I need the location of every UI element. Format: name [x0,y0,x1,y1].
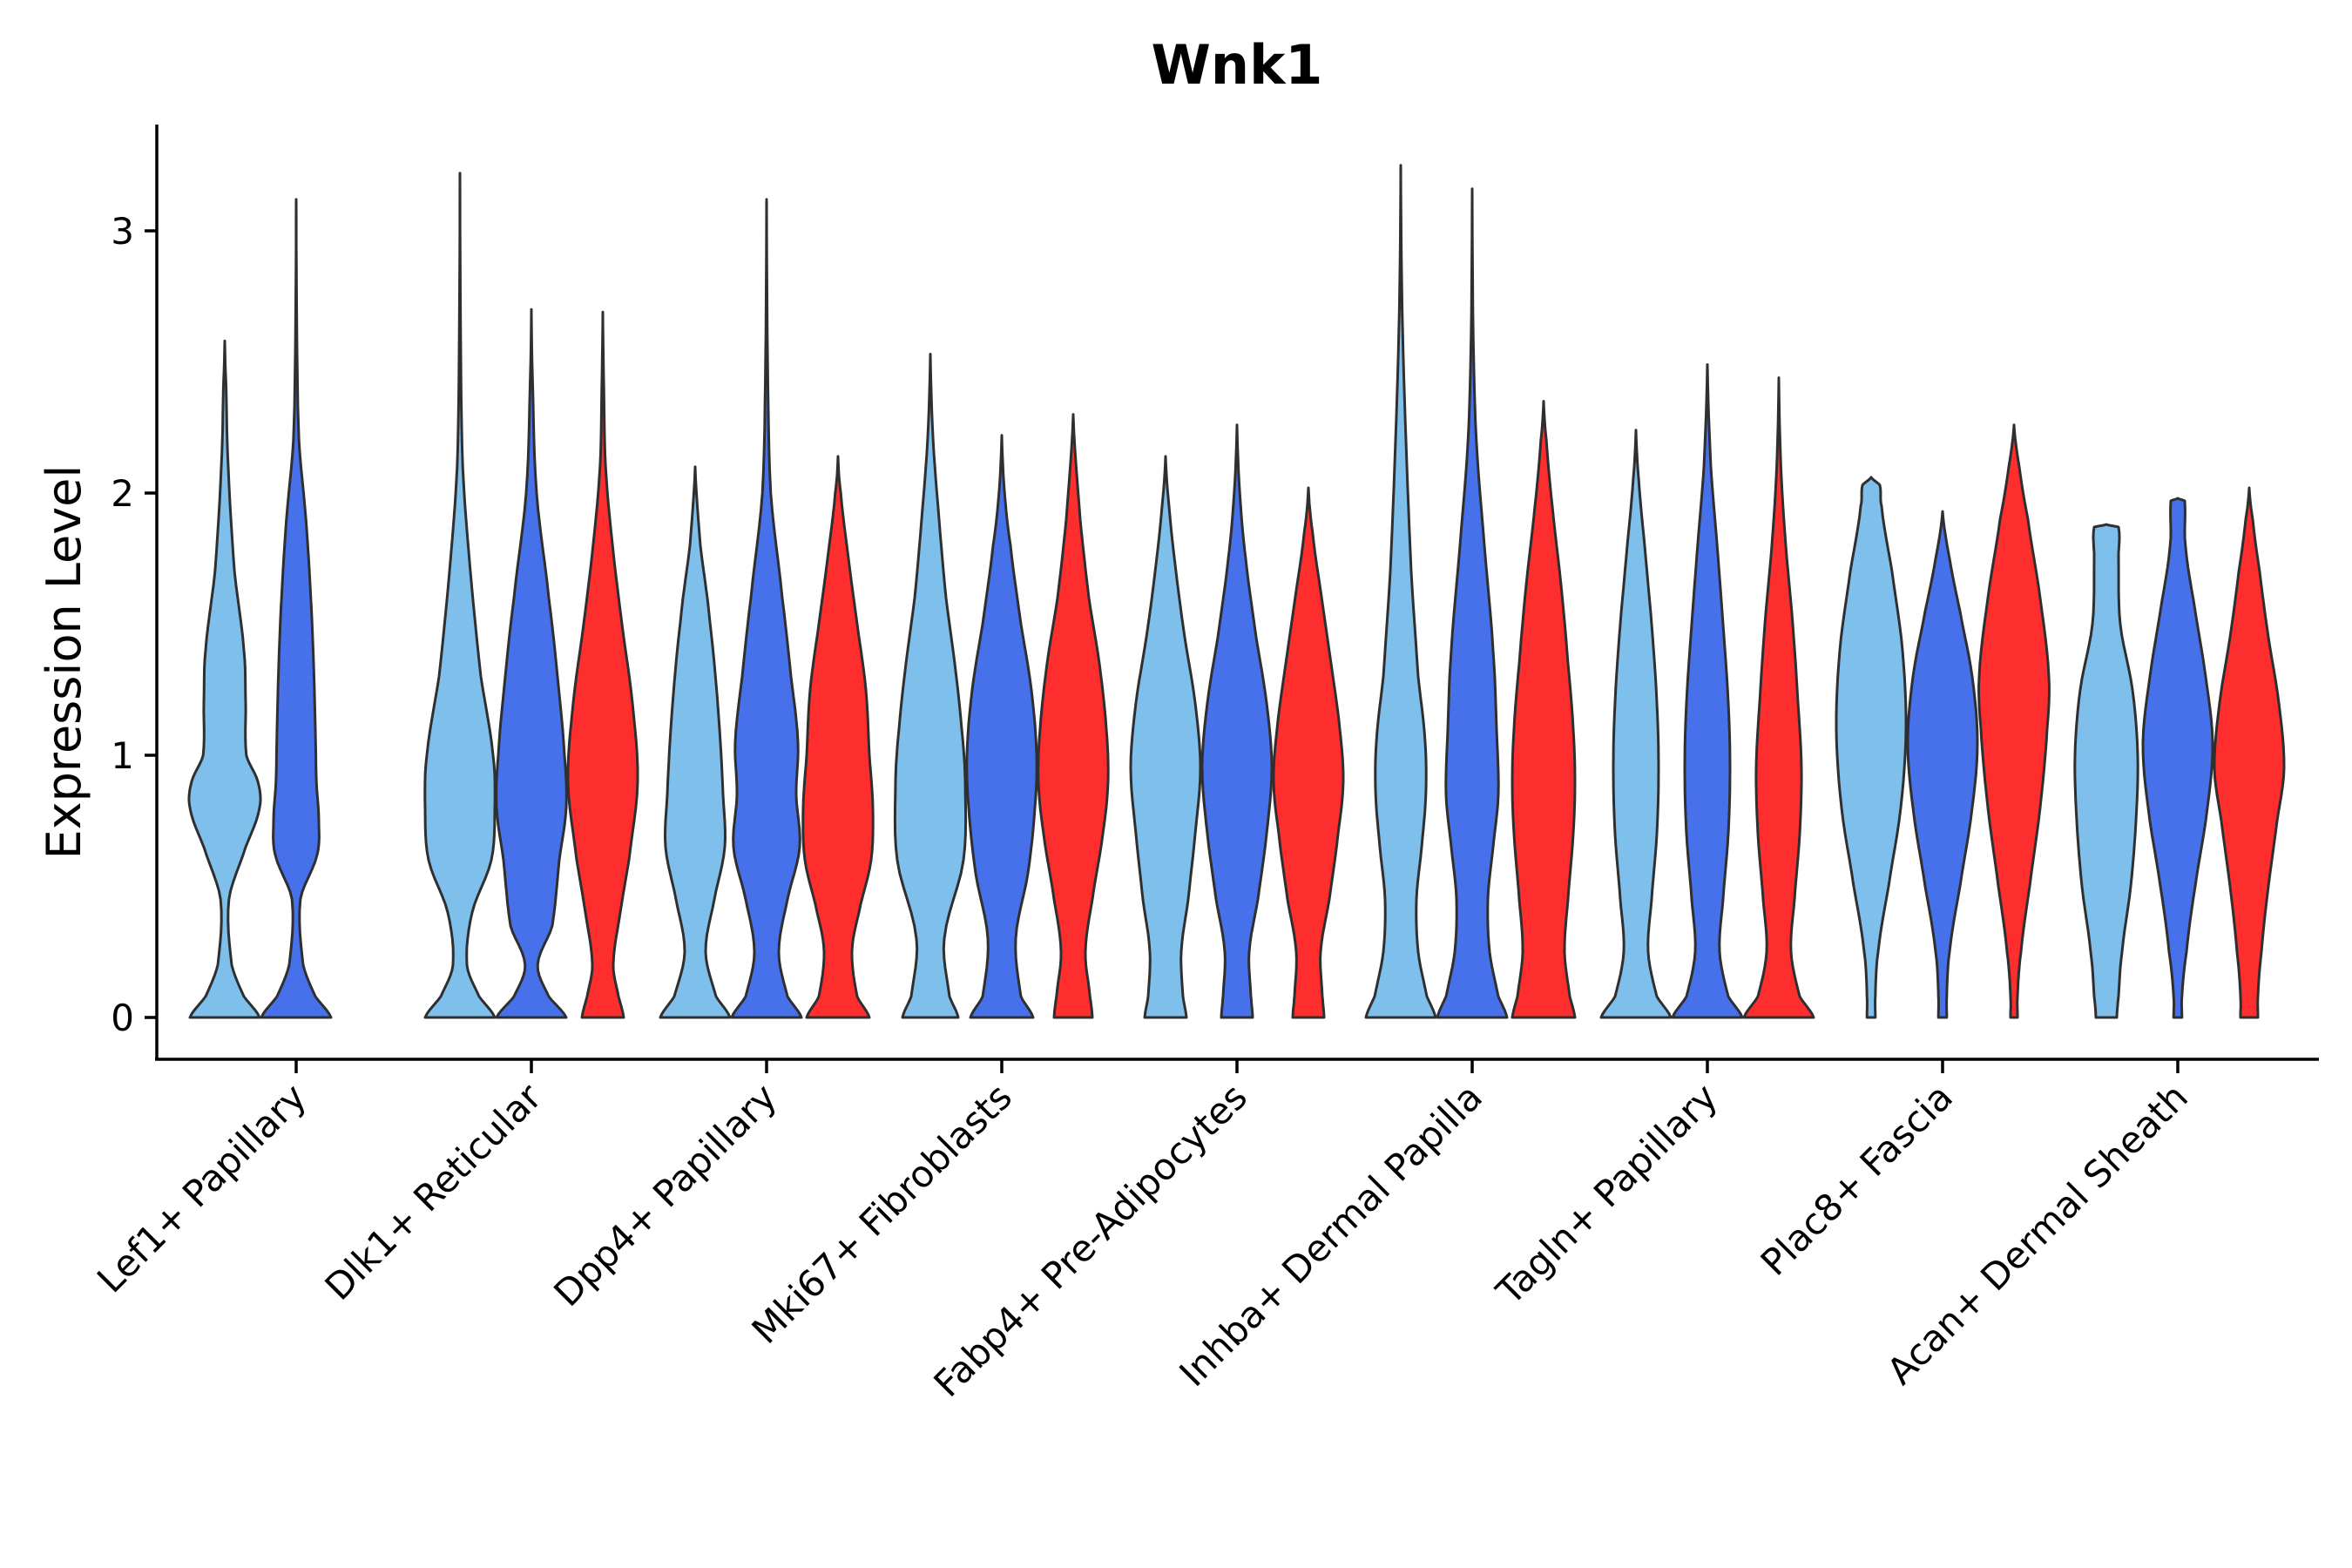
x-tick-label: Lef1+ Papillary [89,1075,314,1301]
violin-1-series-1 [187,339,262,1019]
x-tick-label: Dlk1+ Reticular [317,1075,551,1308]
chart-title: Wnk1 [1152,33,1323,97]
x-tick-label: Plac8+ Fascia [1753,1075,1961,1283]
violin-8-series-1 [1835,476,1908,1019]
x-tick-label: Mki67+ Fibroblasts [744,1075,1020,1351]
violin-1-series-2 [260,198,333,1019]
violin-9-series-3 [2213,486,2286,1019]
violin-5-series-2 [1200,423,1274,1019]
violin-6-series-1 [1364,164,1437,1019]
violin-3-series-3 [801,455,875,1019]
violin-7-series-1 [1599,429,1673,1019]
violin-2-series-3 [566,310,639,1019]
y-tick-label: 3 [111,210,134,253]
violin-7-series-3 [1742,376,1815,1019]
violin-3-series-2 [730,198,803,1019]
y-tick-label: 1 [111,734,134,777]
violin-9-series-2 [2141,497,2214,1019]
violin-4-series-1 [893,353,968,1019]
y-ticks: 0 1 2 3 [111,210,157,1039]
violin-4-series-2 [965,434,1038,1019]
violin-6-series-3 [1511,400,1577,1019]
violin-2-series-1 [423,172,497,1019]
violin-5-series-3 [1272,486,1345,1019]
violin-4-series-3 [1037,413,1110,1019]
violin-9-series-1 [2073,523,2139,1019]
violin-marks [187,164,2286,1019]
y-axis-label: Expression Level [37,465,91,860]
violin-3-series-1 [659,465,732,1019]
violin-7-series-2 [1671,363,1744,1019]
y-tick-label: 2 [111,472,134,515]
violin-8-series-3 [1977,423,2051,1019]
violin-5-series-1 [1129,455,1202,1019]
x-tick-label: Dpp4+ Papillary [545,1075,785,1315]
x-tick-label: Tagln+ Papillary [1488,1075,1726,1313]
violin-8-series-2 [1906,510,1979,1019]
y-tick-label: 0 [111,997,134,1039]
violin-6-series-2 [1436,187,1509,1019]
violin-2-series-2 [495,308,568,1019]
